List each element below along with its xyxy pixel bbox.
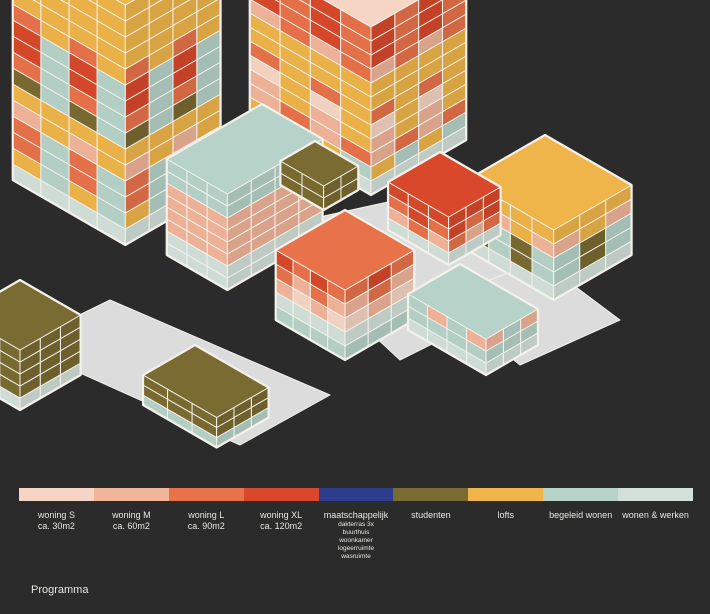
left-tower-right-panel — [148, 0, 163, 8]
legend-sublabel: ca. 90m2 — [187, 521, 225, 531]
legend-swatch-maatschappelijk — [318, 488, 394, 501]
legend-label: lofts — [497, 510, 515, 520]
legend-detail: wasruimte — [341, 553, 371, 560]
building-outline — [248, 0, 468, 197]
legend-label: woning XL — [260, 510, 303, 520]
legend-swatch-woning-xl — [243, 488, 319, 501]
building-outline — [141, 343, 270, 449]
legend-swatch-wonen-werken — [618, 488, 694, 501]
left-tower-right-panel — [124, 0, 150, 22]
left-tower-right-panel — [172, 0, 191, 10]
building-outline — [279, 139, 360, 212]
legend-item-studenten: studenten — [393, 510, 468, 561]
figure-caption: Programma — [31, 584, 89, 596]
left-tower-roof — [115, 0, 135, 6]
right-tower-left-panel — [298, 0, 311, 7]
legend-detail: buurthuis — [342, 529, 370, 536]
legend-label: maatschappelijk — [323, 510, 389, 520]
legend-swatch-woning-l — [168, 488, 244, 501]
legend-label: begeleid wonen — [549, 510, 613, 520]
legend-item-lofts: lofts — [468, 510, 543, 561]
legend-item-wonen-werken: wonen & werken — [618, 510, 693, 561]
building-outline — [0, 278, 82, 412]
legend-swatch-studenten — [393, 488, 469, 501]
legend-detail: woonkamer — [339, 537, 373, 544]
legend-swatch-woning-s — [19, 488, 94, 501]
building-outline — [11, 0, 222, 247]
legend-label: woning S — [37, 510, 75, 520]
legend-detail: dakterras 3x — [338, 521, 374, 528]
legend-detail: logeerruimte — [337, 545, 375, 552]
legend-color-bar — [19, 488, 694, 501]
legend-item-begeleid: begeleid wonen — [543, 510, 618, 561]
legend-sublabel: ca. 60m2 — [112, 521, 150, 531]
left-tower-left-panel — [60, 0, 70, 5]
building-outline — [406, 262, 540, 377]
legend-label: wonen & werken — [622, 510, 689, 520]
building-outline — [274, 208, 416, 362]
legend-label: studenten — [411, 510, 451, 520]
legend-swatch-woning-m — [93, 488, 169, 501]
isometric-building-illustration — [0, 0, 633, 449]
building-outline — [165, 102, 324, 292]
building-outline — [386, 150, 502, 267]
legend-sublabel: ca. 30m2 — [37, 521, 75, 531]
legend-label: woning L — [188, 510, 225, 520]
legend-label: woning M — [112, 510, 151, 520]
left-tower-left-panel — [32, 0, 42, 5]
legend-swatch-lofts — [468, 488, 544, 501]
legend-sublabel: ca. 120m2 — [260, 521, 303, 531]
legend-item-woning-xl: woning XL ca. 120m2 — [244, 510, 319, 561]
right-tower-left-panel — [274, 0, 281, 3]
left-tower-left-panel — [87, 0, 98, 6]
right-tower-roof — [323, 0, 419, 28]
legend-swatch-begeleid — [543, 488, 619, 501]
legend-item-maatschappelijk: maatschappelijk dakterras 3x buurthuis woon… — [319, 510, 394, 561]
